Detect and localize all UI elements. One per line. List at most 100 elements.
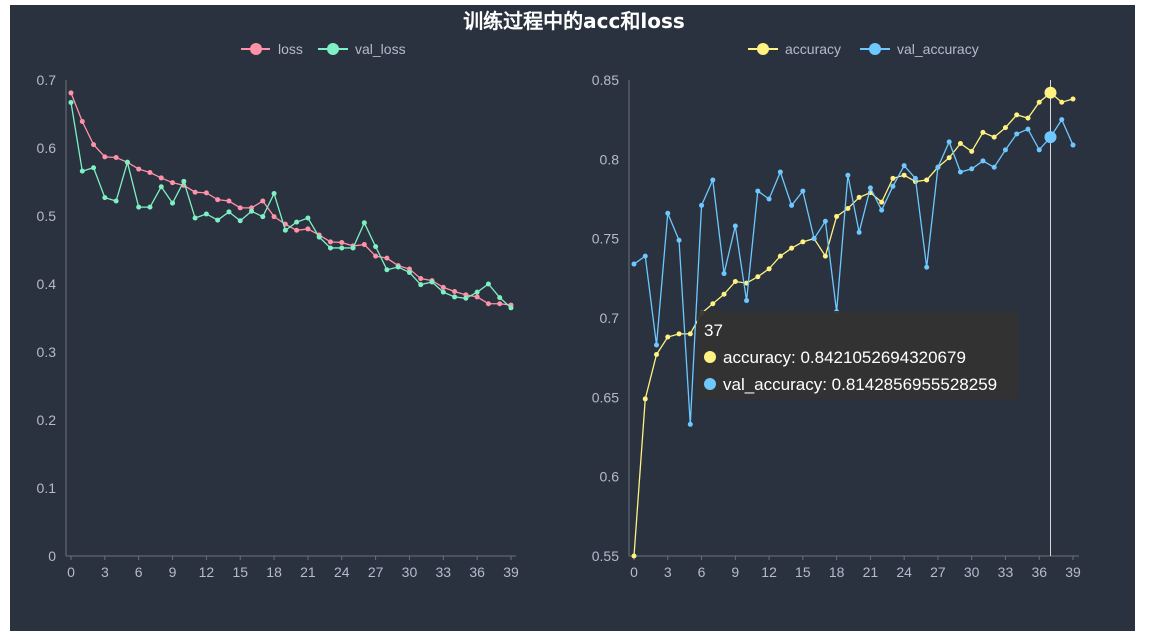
- accuracy-point[interactable]: [642, 396, 648, 402]
- loss-point[interactable]: [384, 255, 390, 261]
- val-accuracy-point[interactable]: [969, 166, 975, 172]
- val-accuracy-point[interactable]: [935, 164, 941, 170]
- accuracy-point[interactable]: [946, 155, 952, 161]
- loss-point[interactable]: [170, 180, 176, 186]
- val-accuracy-point[interactable]: [1044, 131, 1057, 144]
- accuracy-point[interactable]: [1044, 86, 1057, 99]
- accuracy-point[interactable]: [1002, 125, 1008, 131]
- accuracy-point[interactable]: [980, 129, 986, 135]
- val-accuracy-point[interactable]: [665, 210, 671, 216]
- val-accuracy-point[interactable]: [687, 421, 693, 427]
- val-accuracy-point[interactable]: [676, 237, 682, 243]
- accuracy-point[interactable]: [957, 140, 963, 146]
- loss-point[interactable]: [497, 301, 503, 307]
- val-accuracy-point[interactable]: [642, 253, 648, 259]
- loss-point[interactable]: [327, 239, 333, 245]
- val-loss-point[interactable]: [181, 178, 187, 184]
- accuracy-point[interactable]: [665, 334, 671, 340]
- loss-point[interactable]: [147, 169, 153, 175]
- accuracy-point[interactable]: [845, 206, 851, 212]
- accuracy-point[interactable]: [879, 199, 885, 205]
- val-loss-point[interactable]: [395, 264, 401, 270]
- accuracy-point[interactable]: [800, 239, 806, 245]
- accuracy-point[interactable]: [834, 213, 840, 219]
- val-accuracy-point[interactable]: [912, 175, 918, 181]
- val-loss-point[interactable]: [260, 214, 266, 220]
- val-loss-point[interactable]: [350, 245, 356, 251]
- val-loss-point[interactable]: [237, 218, 243, 224]
- val-loss-point[interactable]: [102, 195, 108, 201]
- accuracy-point[interactable]: [1059, 99, 1065, 105]
- val-loss-point[interactable]: [497, 295, 503, 301]
- val-accuracy-point[interactable]: [710, 177, 716, 183]
- val-accuracy-point[interactable]: [867, 185, 873, 191]
- accuracy-point[interactable]: [766, 266, 772, 272]
- accuracy-point[interactable]: [732, 279, 738, 285]
- val-accuracy-point[interactable]: [822, 218, 828, 224]
- val-accuracy-point[interactable]: [1036, 147, 1042, 153]
- val-loss-point[interactable]: [463, 295, 469, 301]
- val-accuracy-point[interactable]: [1059, 117, 1065, 123]
- accuracy-point[interactable]: [822, 253, 828, 259]
- val-loss-point[interactable]: [452, 294, 458, 300]
- loss-point[interactable]: [68, 90, 74, 96]
- accuracy-point[interactable]: [755, 274, 761, 280]
- legend-item-loss[interactable]: loss: [241, 41, 303, 57]
- val-loss-point[interactable]: [136, 204, 142, 210]
- loss-point[interactable]: [79, 118, 85, 124]
- accuracy-point[interactable]: [1014, 112, 1020, 118]
- val-loss-point[interactable]: [147, 204, 153, 210]
- loss-point[interactable]: [192, 189, 198, 195]
- val-accuracy-point[interactable]: [980, 158, 986, 164]
- accuracy-point[interactable]: [901, 172, 907, 178]
- accuracy-point[interactable]: [1036, 99, 1042, 105]
- accuracy-point[interactable]: [777, 253, 783, 259]
- val-loss-point[interactable]: [249, 208, 255, 214]
- loss-point[interactable]: [339, 240, 345, 246]
- val-loss-point[interactable]: [406, 269, 412, 275]
- accuracy-point[interactable]: [654, 351, 660, 357]
- loss-point[interactable]: [373, 253, 379, 259]
- val-loss-point[interactable]: [361, 220, 367, 226]
- val-accuracy-point[interactable]: [789, 202, 795, 208]
- accuracy-point[interactable]: [890, 175, 896, 181]
- val-accuracy-point[interactable]: [924, 264, 930, 270]
- val-accuracy-point[interactable]: [631, 261, 637, 267]
- accuracy-point[interactable]: [1070, 96, 1076, 102]
- val-loss-point[interactable]: [170, 200, 176, 206]
- accuracy-point[interactable]: [687, 331, 693, 337]
- legend-item-accuracy[interactable]: accuracy: [748, 41, 841, 57]
- val-loss-point[interactable]: [474, 289, 480, 295]
- val-accuracy-point[interactable]: [1025, 126, 1031, 132]
- val-accuracy-point[interactable]: [1002, 147, 1008, 153]
- loss-point[interactable]: [485, 301, 491, 307]
- accuracy-point[interactable]: [789, 245, 795, 251]
- val-loss-point[interactable]: [124, 159, 130, 165]
- loss-point[interactable]: [474, 294, 480, 300]
- val-accuracy-point[interactable]: [1014, 131, 1020, 137]
- val-loss-point[interactable]: [316, 234, 322, 240]
- val-accuracy-point[interactable]: [800, 188, 806, 194]
- val-loss-point[interactable]: [91, 165, 97, 171]
- val-loss-point[interactable]: [271, 191, 277, 197]
- val-accuracy-point[interactable]: [654, 342, 660, 348]
- val-accuracy-point[interactable]: [856, 229, 862, 235]
- accuracy-point[interactable]: [631, 553, 637, 559]
- val-accuracy-point[interactable]: [991, 164, 997, 170]
- loss-point[interactable]: [418, 276, 424, 282]
- val-accuracy-point[interactable]: [890, 183, 896, 189]
- loss-point[interactable]: [440, 284, 446, 290]
- loss-point[interactable]: [91, 142, 97, 148]
- accuracy-point[interactable]: [991, 134, 997, 140]
- accuracy-point[interactable]: [676, 331, 682, 337]
- accuracy-point[interactable]: [924, 177, 930, 183]
- val-accuracy-point[interactable]: [845, 172, 851, 178]
- val-loss-point[interactable]: [226, 209, 232, 215]
- accuracy-point[interactable]: [969, 148, 975, 154]
- val-loss-point[interactable]: [508, 305, 514, 311]
- val-loss-point[interactable]: [485, 281, 491, 287]
- val-loss-point[interactable]: [384, 267, 390, 273]
- loss-point[interactable]: [361, 242, 367, 248]
- val-loss-point[interactable]: [68, 99, 74, 105]
- loss-point[interactable]: [113, 155, 119, 161]
